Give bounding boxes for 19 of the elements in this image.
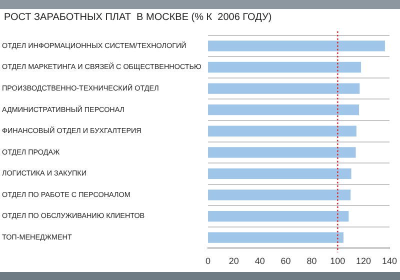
x-tick-label: 140 (382, 256, 398, 266)
bar (208, 168, 352, 180)
bar (208, 147, 356, 158)
chart-title: РОСТ ЗАРАБОТНЫХ ПЛАТ В МОСКВЕ (% К 2006 ГОДУ) (0, 0, 400, 28)
bar (208, 190, 351, 200)
bar (208, 40, 385, 52)
bar (208, 232, 344, 243)
x-tick-label: 20 (228, 256, 239, 266)
x-tick-label: 80 (306, 256, 317, 266)
bar (208, 126, 356, 136)
x-tick-label: 40 (254, 256, 265, 266)
x-tick-label: 120 (356, 256, 372, 266)
bar (208, 210, 349, 222)
x-tick-label: 0 (205, 256, 211, 266)
bar (208, 104, 360, 116)
x-tick-label: 100 (330, 256, 346, 266)
bar (208, 62, 361, 73)
bar (208, 83, 360, 94)
x-tick-label: 60 (280, 256, 291, 266)
